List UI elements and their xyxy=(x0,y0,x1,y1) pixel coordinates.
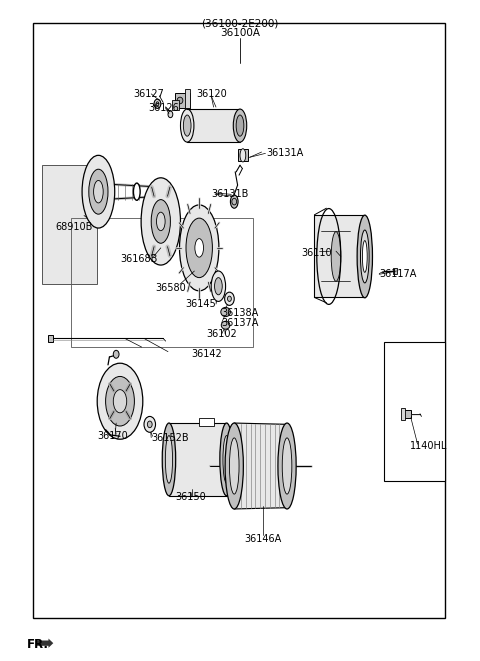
Text: 36127: 36127 xyxy=(133,89,164,99)
Ellipse shape xyxy=(282,438,292,494)
Ellipse shape xyxy=(221,321,230,329)
Ellipse shape xyxy=(94,180,103,203)
Text: 36131A: 36131A xyxy=(266,148,304,159)
Ellipse shape xyxy=(357,215,372,298)
Ellipse shape xyxy=(362,241,367,272)
Ellipse shape xyxy=(223,436,230,483)
Ellipse shape xyxy=(82,155,115,228)
Ellipse shape xyxy=(156,212,165,231)
Circle shape xyxy=(113,350,119,358)
Text: FR.: FR. xyxy=(26,638,48,651)
Text: 36131B: 36131B xyxy=(211,189,249,200)
Circle shape xyxy=(225,292,234,305)
Text: 36146A: 36146A xyxy=(244,533,282,544)
Bar xyxy=(199,418,214,426)
Ellipse shape xyxy=(221,307,230,317)
Bar xyxy=(314,215,365,297)
Bar xyxy=(393,268,397,274)
Circle shape xyxy=(147,421,152,428)
Ellipse shape xyxy=(180,109,194,142)
Text: 36126: 36126 xyxy=(148,103,179,114)
Ellipse shape xyxy=(106,376,134,426)
Text: 36110: 36110 xyxy=(301,247,332,258)
Text: 68910B: 68910B xyxy=(56,222,93,233)
Bar xyxy=(169,423,227,496)
Ellipse shape xyxy=(278,423,296,509)
Bar xyxy=(185,89,190,108)
FancyArrow shape xyxy=(36,639,53,648)
Text: (36100-2E200): (36100-2E200) xyxy=(201,19,279,29)
Circle shape xyxy=(154,99,161,108)
Ellipse shape xyxy=(151,200,170,243)
Ellipse shape xyxy=(215,278,222,295)
Bar xyxy=(175,93,190,108)
Ellipse shape xyxy=(233,109,247,142)
Ellipse shape xyxy=(195,239,204,257)
Ellipse shape xyxy=(230,195,238,208)
Ellipse shape xyxy=(360,230,369,283)
Circle shape xyxy=(232,198,237,205)
Ellipse shape xyxy=(133,183,140,200)
Bar xyxy=(33,23,445,618)
Ellipse shape xyxy=(240,149,246,162)
Bar xyxy=(234,423,287,509)
Ellipse shape xyxy=(236,115,244,136)
Bar xyxy=(172,100,179,110)
Circle shape xyxy=(156,102,159,106)
Ellipse shape xyxy=(162,423,176,496)
Ellipse shape xyxy=(183,115,191,136)
Bar xyxy=(401,408,405,420)
Bar xyxy=(187,109,240,142)
Text: 36137A: 36137A xyxy=(222,318,259,329)
Ellipse shape xyxy=(211,271,226,301)
Ellipse shape xyxy=(165,436,172,483)
Bar xyxy=(48,335,53,342)
Ellipse shape xyxy=(89,169,108,214)
Ellipse shape xyxy=(225,423,243,509)
Ellipse shape xyxy=(97,364,143,439)
Text: 36150: 36150 xyxy=(176,492,206,502)
Text: 36145: 36145 xyxy=(185,299,216,309)
Text: 1140HL: 1140HL xyxy=(409,441,447,451)
Text: 36142: 36142 xyxy=(191,348,222,359)
Bar xyxy=(238,149,248,161)
Ellipse shape xyxy=(113,389,127,412)
Bar xyxy=(71,218,253,347)
Ellipse shape xyxy=(180,205,219,291)
Ellipse shape xyxy=(229,438,239,494)
Text: 36138A: 36138A xyxy=(222,308,259,319)
Ellipse shape xyxy=(177,97,183,104)
Ellipse shape xyxy=(220,423,233,496)
Bar xyxy=(403,410,411,418)
Text: 36168B: 36168B xyxy=(120,254,158,264)
Text: 36120: 36120 xyxy=(196,89,227,99)
Text: 36580: 36580 xyxy=(156,282,186,293)
Text: 36117A: 36117A xyxy=(379,269,417,280)
Text: 36100A: 36100A xyxy=(220,28,260,38)
Text: 36170: 36170 xyxy=(97,431,128,442)
Circle shape xyxy=(168,111,173,118)
Text: 36102: 36102 xyxy=(206,329,237,340)
Ellipse shape xyxy=(141,178,180,265)
Ellipse shape xyxy=(331,231,341,282)
Circle shape xyxy=(228,296,231,301)
Bar xyxy=(321,231,350,281)
Bar xyxy=(42,165,97,284)
Circle shape xyxy=(144,416,156,432)
Bar xyxy=(384,342,445,481)
Text: 36152B: 36152B xyxy=(151,432,189,443)
Ellipse shape xyxy=(186,218,212,278)
